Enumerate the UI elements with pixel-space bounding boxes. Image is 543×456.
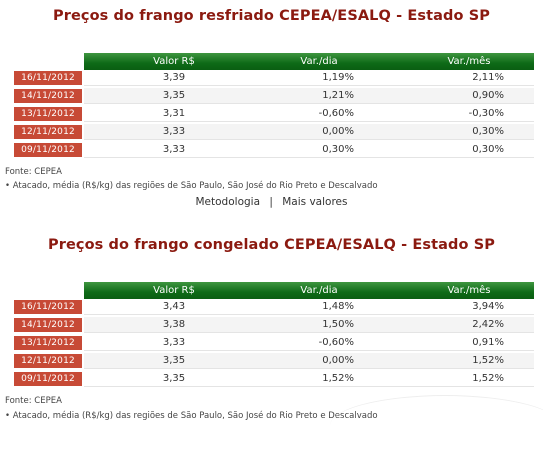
cell-var-dia: -0,60% <box>318 337 354 348</box>
cell-valor: 3,31 <box>162 108 186 119</box>
header-var-dia: Var./dia <box>300 56 338 67</box>
header-valor: Valor R$ <box>153 56 195 67</box>
date-badge: 09/11/2012 <box>14 143 82 157</box>
cell-var-mes: 2,11% <box>472 72 504 83</box>
date-badge: 12/11/2012 <box>14 125 82 139</box>
date-badge: 16/11/2012 <box>14 300 82 314</box>
table-row: 09/11/2012 3,33 0,30% 0,30% <box>7 142 534 158</box>
cell-valor: 3,39 <box>162 72 186 83</box>
cell-var-dia: 1,52% <box>322 373 354 384</box>
cell-var-dia: 1,19% <box>322 72 354 83</box>
date-badge: 14/11/2012 <box>14 318 82 332</box>
links-separator: | <box>269 196 273 208</box>
cell-valor: 3,38 <box>162 319 186 330</box>
decorative-swoosh <box>330 395 543 456</box>
cell-var-dia: 1,50% <box>322 319 354 330</box>
table-row: 13/11/2012 3,31 -0,60% -0,30% <box>7 106 534 122</box>
date-badge: 16/11/2012 <box>14 71 82 85</box>
header-var-mes: Var./mês <box>447 285 491 296</box>
date-badge: 14/11/2012 <box>14 89 82 103</box>
cell-valor: 3,35 <box>162 355 186 366</box>
cell-valor: 3,35 <box>162 90 186 101</box>
table-row: 09/11/2012 3,35 1,52% 1,52% <box>7 371 534 387</box>
header-var-dia: Var./dia <box>300 285 338 296</box>
cell-var-dia: -0,60% <box>318 108 354 119</box>
table-row: 12/11/2012 3,33 0,00% 0,30% <box>7 124 534 140</box>
header-valor: Valor R$ <box>153 285 195 296</box>
cell-var-mes: 0,30% <box>472 144 504 155</box>
date-badge: 09/11/2012 <box>14 372 82 386</box>
cell-var-mes: 3,94% <box>472 301 504 312</box>
table-row: 14/11/2012 3,35 1,21% 0,90% <box>7 88 534 104</box>
cell-var-dia: 0,00% <box>322 126 354 137</box>
table-row: 12/11/2012 3,35 0,00% 1,52% <box>7 353 534 369</box>
cell-var-mes: 2,42% <box>472 319 504 330</box>
footnote: • Atacado, média (R$/kg) das regiões de … <box>5 411 378 421</box>
table-row: 13/11/2012 3,33 -0,60% 0,91% <box>7 335 534 351</box>
table-header: Valor R$ Var./dia Var./mês <box>84 282 534 299</box>
header-var-mes: Var./mês <box>447 56 491 67</box>
mais-valores-link[interactable]: Mais valores <box>282 196 348 208</box>
source-label: Fonte: CEPEA <box>5 396 62 406</box>
cell-var-mes: 0,30% <box>472 126 504 137</box>
metodologia-link[interactable]: Metodologia <box>195 196 261 208</box>
cell-valor: 3,33 <box>162 144 186 155</box>
date-badge: 13/11/2012 <box>14 107 82 121</box>
cell-var-dia: 1,48% <box>322 301 354 312</box>
table-header: Valor R$ Var./dia Var./mês <box>84 53 534 70</box>
section-title-resfriado: Preços do frango resfriado CEPEA/ESALQ -… <box>53 8 490 24</box>
cell-var-dia: 0,30% <box>322 144 354 155</box>
date-badge: 12/11/2012 <box>14 354 82 368</box>
cell-var-dia: 0,00% <box>322 355 354 366</box>
cell-var-mes: 0,90% <box>472 90 504 101</box>
cell-var-dia: 1,21% <box>322 90 354 101</box>
cell-var-mes: 1,52% <box>472 373 504 384</box>
cell-valor: 3,43 <box>162 301 186 312</box>
section-title-congelado: Preços do frango congelado CEPEA/ESALQ -… <box>48 237 495 253</box>
cell-valor: 3,33 <box>162 126 186 137</box>
links-bar: Metodologia | Mais valores <box>0 196 543 208</box>
cell-var-mes: 0,91% <box>472 337 504 348</box>
date-badge: 13/11/2012 <box>14 336 82 350</box>
footnote: • Atacado, média (R$/kg) das regiões de … <box>5 181 378 191</box>
cell-var-mes: -0,30% <box>468 108 504 119</box>
source-label: Fonte: CEPEA <box>5 167 62 177</box>
table-row: 16/11/2012 3,39 1,19% 2,11% <box>7 70 534 86</box>
cell-var-mes: 1,52% <box>472 355 504 366</box>
table-row: 16/11/2012 3,43 1,48% 3,94% <box>7 299 534 315</box>
cell-valor: 3,35 <box>162 373 186 384</box>
cell-valor: 3,33 <box>162 337 186 348</box>
table-row: 14/11/2012 3,38 1,50% 2,42% <box>7 317 534 333</box>
